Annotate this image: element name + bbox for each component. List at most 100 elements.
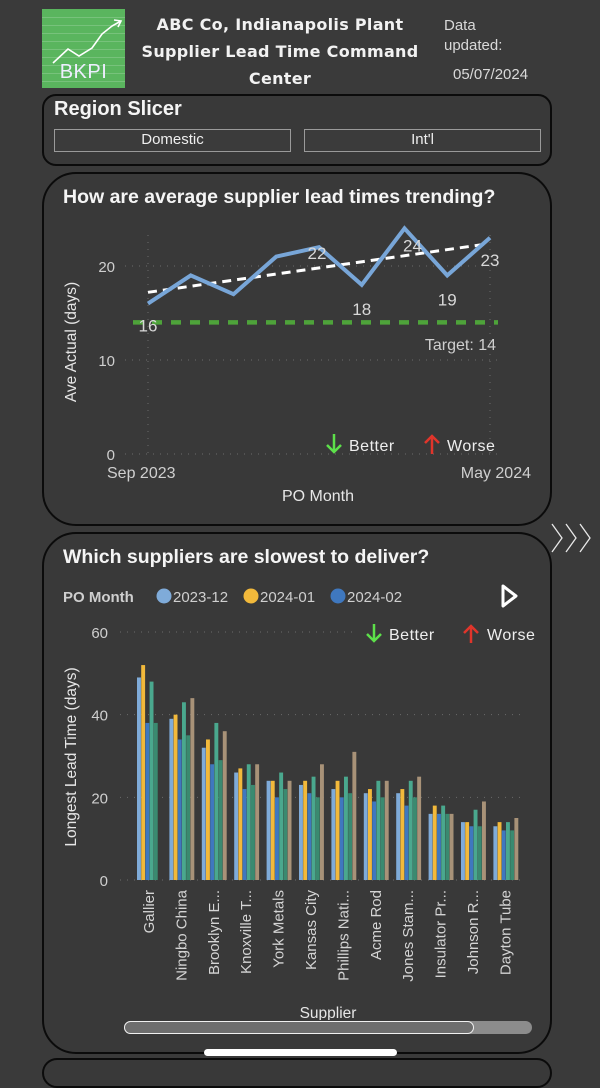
bar xyxy=(493,826,497,880)
bar xyxy=(279,773,283,880)
bar xyxy=(368,789,372,880)
bar xyxy=(381,797,385,880)
x-tick-label: Dayton Tube xyxy=(497,890,514,975)
bar xyxy=(474,810,478,880)
bar xyxy=(190,698,194,880)
bar xyxy=(141,665,145,880)
x-tick-label: Insulator Pr... xyxy=(433,890,450,978)
x-axis-label: PO Month xyxy=(282,488,354,505)
bar xyxy=(186,735,190,880)
bar xyxy=(238,768,242,880)
supplier-chart-title: Which suppliers are slowest to deliver? xyxy=(63,546,429,569)
better-worse-legend: Better Worse xyxy=(327,434,495,455)
home-indicator[interactable] xyxy=(204,1049,397,1056)
bar xyxy=(243,789,247,880)
bar xyxy=(344,777,348,880)
worse-label: Worse xyxy=(487,627,535,644)
bar xyxy=(316,797,320,880)
y-tick-label: 10 xyxy=(98,353,115,370)
x-tick-label: May 2024 xyxy=(461,465,531,482)
bar xyxy=(478,826,482,880)
bar xyxy=(202,748,206,880)
bar xyxy=(275,797,279,880)
y-tick-label: 20 xyxy=(91,790,108,807)
x-tick-label: Brooklyn E... xyxy=(206,890,223,975)
bar xyxy=(364,793,368,880)
bar xyxy=(255,764,259,880)
y-tick-label: 0 xyxy=(107,447,115,464)
bar xyxy=(417,777,421,880)
data-label: 18 xyxy=(352,300,371,319)
bar xyxy=(469,826,473,880)
bar xyxy=(482,801,486,880)
arrow-down-icon xyxy=(327,434,341,452)
bar xyxy=(352,752,356,880)
bar xyxy=(405,806,409,880)
bar xyxy=(320,764,324,880)
bar xyxy=(267,781,271,880)
x-tick-label: Knoxville T... xyxy=(238,890,255,974)
legend-swatch xyxy=(157,589,172,604)
data-label: 19 xyxy=(438,290,457,309)
bar xyxy=(336,781,340,880)
y-tick-label: 0 xyxy=(100,873,108,890)
bar xyxy=(154,723,158,880)
x-tick-label: Ningbo China xyxy=(173,889,190,981)
bar xyxy=(506,822,510,880)
bar xyxy=(271,781,275,880)
bar xyxy=(445,814,449,880)
bar xyxy=(214,723,218,880)
data-label: 22 xyxy=(308,244,327,263)
legend-swatch xyxy=(244,589,259,604)
better-worse-legend: Better Worse xyxy=(367,624,535,644)
bar xyxy=(413,797,417,880)
bar xyxy=(299,785,303,880)
bar xyxy=(247,764,251,880)
bar xyxy=(137,677,141,880)
x-tick-label: Kansas City xyxy=(303,890,320,971)
data-label: 24 xyxy=(403,236,422,255)
bar xyxy=(348,793,352,880)
x-tick-label: Acme Rod xyxy=(368,890,385,960)
x-tick-label: Jones Stam... xyxy=(400,890,417,982)
bar xyxy=(340,797,344,880)
bar xyxy=(288,781,292,880)
y-axis-label: Longest Lead Time (days) xyxy=(63,667,80,846)
target-label: Target: 14 xyxy=(425,337,496,354)
bar xyxy=(174,715,178,880)
bar xyxy=(312,777,316,880)
x-tick-label: Sep 2023 xyxy=(107,465,176,482)
bar xyxy=(331,789,335,880)
legend-label: 2023-12 xyxy=(173,589,228,606)
x-tick-label: Phillips Nati... xyxy=(335,890,352,981)
horizontal-scrollbar-thumb[interactable] xyxy=(124,1021,474,1034)
bar xyxy=(223,731,227,880)
bar xyxy=(145,723,149,880)
legend-title: PO Month xyxy=(63,589,134,606)
bar xyxy=(219,760,223,880)
bar xyxy=(210,764,214,880)
chevron-right-icon[interactable] xyxy=(548,520,600,556)
bar xyxy=(307,793,311,880)
data-label: 16 xyxy=(139,317,158,336)
bar xyxy=(498,822,502,880)
x-tick-label: York Metals xyxy=(271,890,288,968)
bar xyxy=(385,781,389,880)
arrow-up-icon xyxy=(425,436,439,454)
legend-label: 2024-02 xyxy=(347,589,402,606)
better-label: Better xyxy=(389,627,435,644)
bar xyxy=(409,781,413,880)
arrow-down-icon xyxy=(367,624,381,641)
bar xyxy=(429,814,433,880)
bar xyxy=(433,806,437,880)
bar xyxy=(251,785,255,880)
bar xyxy=(376,781,380,880)
y-axis-label: Ave Actual (days) xyxy=(63,282,80,402)
y-tick-label: 20 xyxy=(98,259,115,276)
better-label: Better xyxy=(349,438,395,455)
play-icon[interactable] xyxy=(503,586,516,606)
legend-swatch xyxy=(331,589,346,604)
bar xyxy=(396,793,400,880)
bar xyxy=(502,830,506,880)
next-card xyxy=(42,1058,552,1088)
